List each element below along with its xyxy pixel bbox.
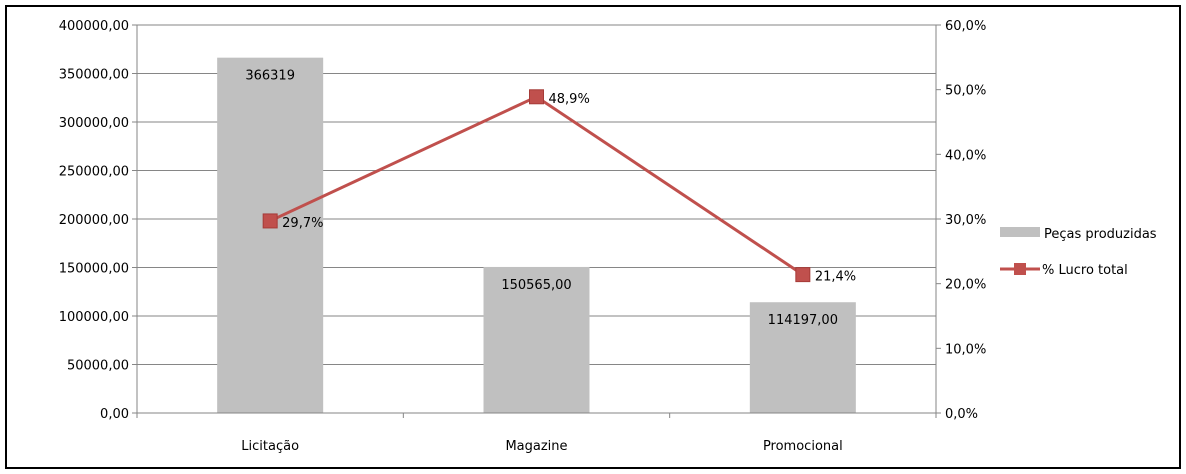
- legend-label-bars: Peças produzidas: [1044, 227, 1157, 242]
- bar: [483, 266, 590, 413]
- y-left-tick-label: 0,00: [100, 407, 129, 422]
- legend-marker: [1014, 263, 1026, 275]
- x-tick-label: Promocional: [763, 439, 843, 454]
- y-right-tick-label: 30,0%: [945, 213, 986, 228]
- line-value-label: 21,4%: [815, 270, 856, 285]
- bar-value-label: 150565,00: [501, 278, 571, 293]
- bar: [217, 57, 324, 414]
- y-right-tick-label: 0,0%: [945, 407, 978, 422]
- bar-value-label: 114197,00: [768, 313, 838, 328]
- axes: 0,00 50000,00 100000,00 150000,00 200000,00 2…: [59, 19, 987, 454]
- y-left-tick-label: 250000,00: [59, 165, 129, 180]
- line-marker: [262, 213, 278, 229]
- y-right-tick-label: 10,0%: [945, 342, 986, 357]
- y-right-tick-label: 50,0%: [945, 84, 986, 99]
- y-left-tick-label: 350000,00: [59, 68, 129, 83]
- line-marker: [529, 89, 544, 105]
- x-tick-label: Magazine: [505, 439, 567, 454]
- y-left-tick-label: 100000,00: [59, 310, 129, 325]
- y-left-tick-label: 150000,00: [59, 262, 129, 277]
- y-right-tick-label: 20,0%: [945, 278, 986, 293]
- y-left-tick-label: 300000,00: [59, 116, 129, 131]
- y-left-tick-label: 400000,00: [59, 19, 129, 34]
- line-series: [262, 89, 811, 283]
- legend: Peças produzidas % Lucro total: [1000, 227, 1157, 278]
- y-left-tick-label: 200000,00: [59, 213, 129, 228]
- bar-series: [217, 57, 856, 414]
- legend-swatch-bars: [1000, 227, 1040, 237]
- chart-frame: [5, 5, 1181, 469]
- line-value-label: 29,7%: [282, 216, 323, 231]
- legend-label-line: % Lucro total: [1042, 263, 1128, 278]
- bar-value-label: 366319: [245, 69, 295, 84]
- y-right-tick-label: 40,0%: [945, 148, 986, 163]
- y-left-tick-label: 50000,00: [67, 359, 129, 374]
- line-value-label: 48,9%: [549, 92, 590, 107]
- line-marker: [795, 267, 811, 283]
- x-tick-label: Licitação: [241, 439, 299, 454]
- y-right-tick-label: 60,0%: [945, 19, 986, 34]
- data-labels: 366319 150565,00 114197,00 29,7% 48,9% 21,4%: [245, 69, 856, 329]
- bar: [749, 302, 856, 413]
- line-path: [269, 95, 804, 276]
